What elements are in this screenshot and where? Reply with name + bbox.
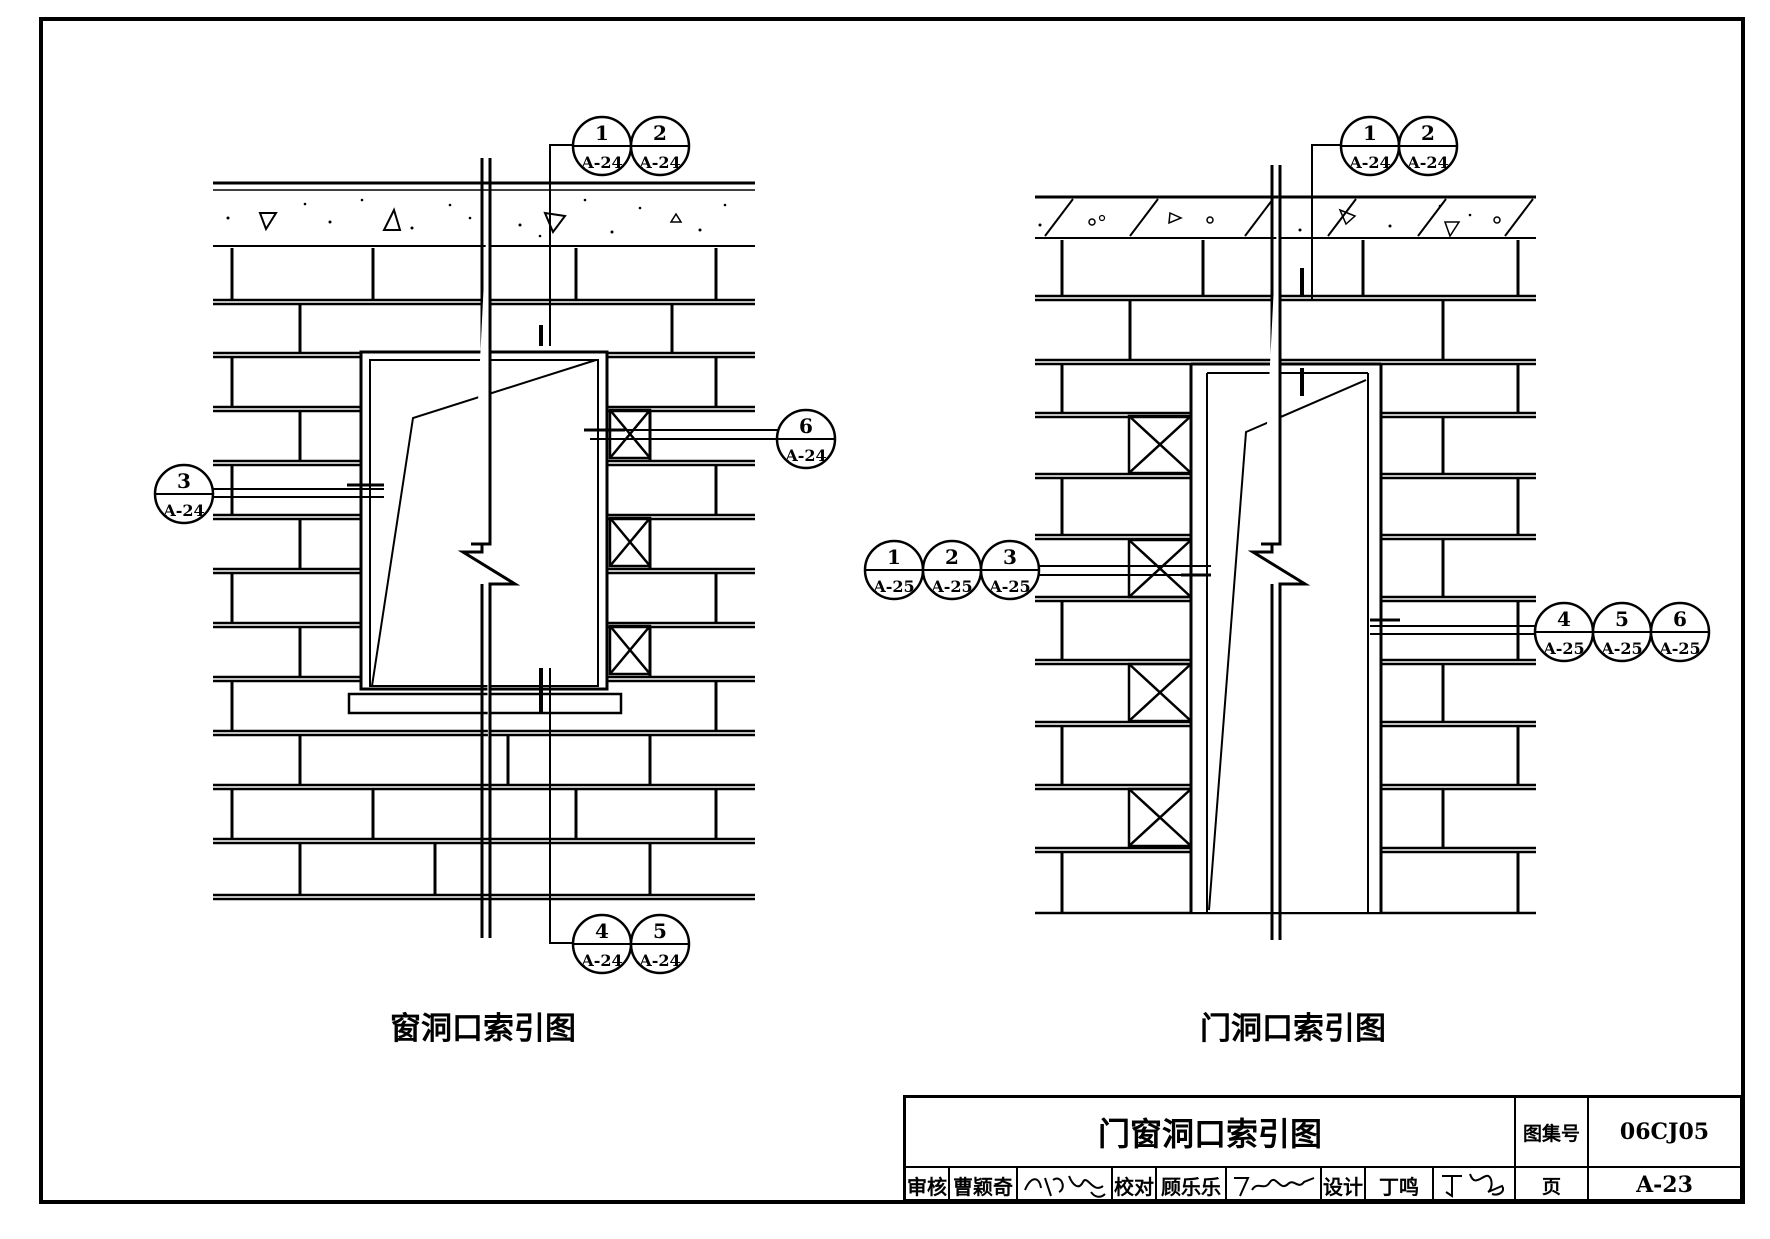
ref-num: 1 [595, 121, 609, 145]
atlas-label: 图集号 [1516, 1098, 1589, 1168]
door-ref-2: 2 A-24 [1397, 115, 1459, 177]
checker-name: 顾乐乐 [1157, 1168, 1227, 1202]
window-elevation [210, 144, 778, 944]
window-caption: 窗洞口索引图 [390, 1011, 576, 1047]
check-label: 校对 [1113, 1168, 1157, 1202]
ref-num: 5 [1615, 607, 1629, 631]
page-number: A-23 [1636, 1172, 1693, 1198]
ref-num: 1 [1363, 121, 1377, 145]
ref-num: 4 [1557, 607, 1571, 631]
review-label: 审核 [906, 1168, 950, 1202]
ref-sheet: A-24 [638, 153, 680, 172]
ref-sheet: A-25 [1658, 639, 1700, 658]
door-caption: 门洞口索引图 [1200, 1011, 1386, 1047]
ref-num: 2 [653, 121, 667, 145]
ref-sheet: A-25 [872, 577, 914, 596]
title-block: 门窗洞口索引图 图集号 06CJ05 审核 曹颖奇 校对 顾乐乐 设计 丁鸣 页… [903, 1095, 1743, 1202]
door-ref-4: 2 A-25 [921, 539, 983, 601]
ref-num: 6 [1673, 607, 1687, 631]
window-sill [347, 692, 623, 715]
design-label: 设计 [1322, 1168, 1366, 1202]
designer-name: 丁鸣 [1366, 1168, 1434, 1202]
page-label: 页 [1516, 1168, 1589, 1202]
window-ref-6: 6 A-24 [775, 408, 837, 470]
ref-sheet: A-25 [1542, 639, 1584, 658]
ref-sheet: A-24 [580, 951, 622, 970]
door-opening [1191, 364, 1381, 912]
ref-num: 1 [887, 545, 901, 569]
atlas-number: 06CJ05 [1589, 1098, 1740, 1168]
ref-sheet: A-25 [988, 577, 1030, 596]
ref-sheet: A-25 [1600, 639, 1642, 658]
door-ref-8: 6 A-25 [1649, 601, 1711, 663]
door-anchor-boxes [1127, 414, 1193, 848]
door-ref-7: 5 A-25 [1591, 601, 1653, 663]
ref-num: 4 [595, 919, 609, 943]
window-ref-4: 4 A-24 [571, 913, 633, 975]
ref-num: 6 [799, 414, 813, 438]
window-ref-3: 3 A-24 [153, 463, 215, 525]
ref-sheet: A-24 [162, 501, 204, 520]
door-brick-head-joints [1060, 240, 1520, 913]
door-ref-3: 1 A-25 [863, 539, 925, 601]
window-concrete-lintel [213, 181, 755, 247]
checker-signature [1227, 1168, 1322, 1202]
door-ref-1: 1 A-24 [1339, 115, 1401, 177]
window-leaders [210, 144, 778, 944]
reviewer-signature [1018, 1168, 1113, 1202]
window-ref-1: 1 A-24 [571, 115, 633, 177]
ref-num: 2 [1421, 121, 1435, 145]
ref-num: 3 [177, 469, 191, 493]
designer-signature [1434, 1168, 1516, 1202]
ref-sheet: A-24 [784, 446, 826, 465]
window-ref-5: 5 A-24 [629, 913, 691, 975]
door-elevation [1008, 144, 1536, 940]
ref-sheet: A-25 [930, 577, 972, 596]
ref-sheet: A-24 [638, 951, 680, 970]
door-leaders [1008, 144, 1536, 635]
window-frame [347, 350, 623, 715]
window-section-cut [457, 158, 521, 938]
sheet-border [39, 17, 1745, 1204]
ref-sheet: A-24 [1406, 153, 1448, 172]
ref-num: 2 [945, 545, 959, 569]
ref-num: 3 [1003, 545, 1017, 569]
door-ref-5: 3 A-25 [979, 539, 1041, 601]
door-concrete-lintel [1035, 195, 1536, 239]
door-section-cut [1247, 165, 1311, 940]
ref-num: 5 [653, 919, 667, 943]
window-ref-2: 2 A-24 [629, 115, 691, 177]
ref-sheet: A-24 [580, 153, 622, 172]
reviewer-name: 曹颖奇 [950, 1168, 1018, 1202]
door-ref-6: 4 A-25 [1533, 601, 1595, 663]
drawing-title: 门窗洞口索引图 [906, 1098, 1516, 1168]
window-anchor-boxes [608, 408, 652, 676]
ref-sheet: A-24 [1348, 153, 1390, 172]
